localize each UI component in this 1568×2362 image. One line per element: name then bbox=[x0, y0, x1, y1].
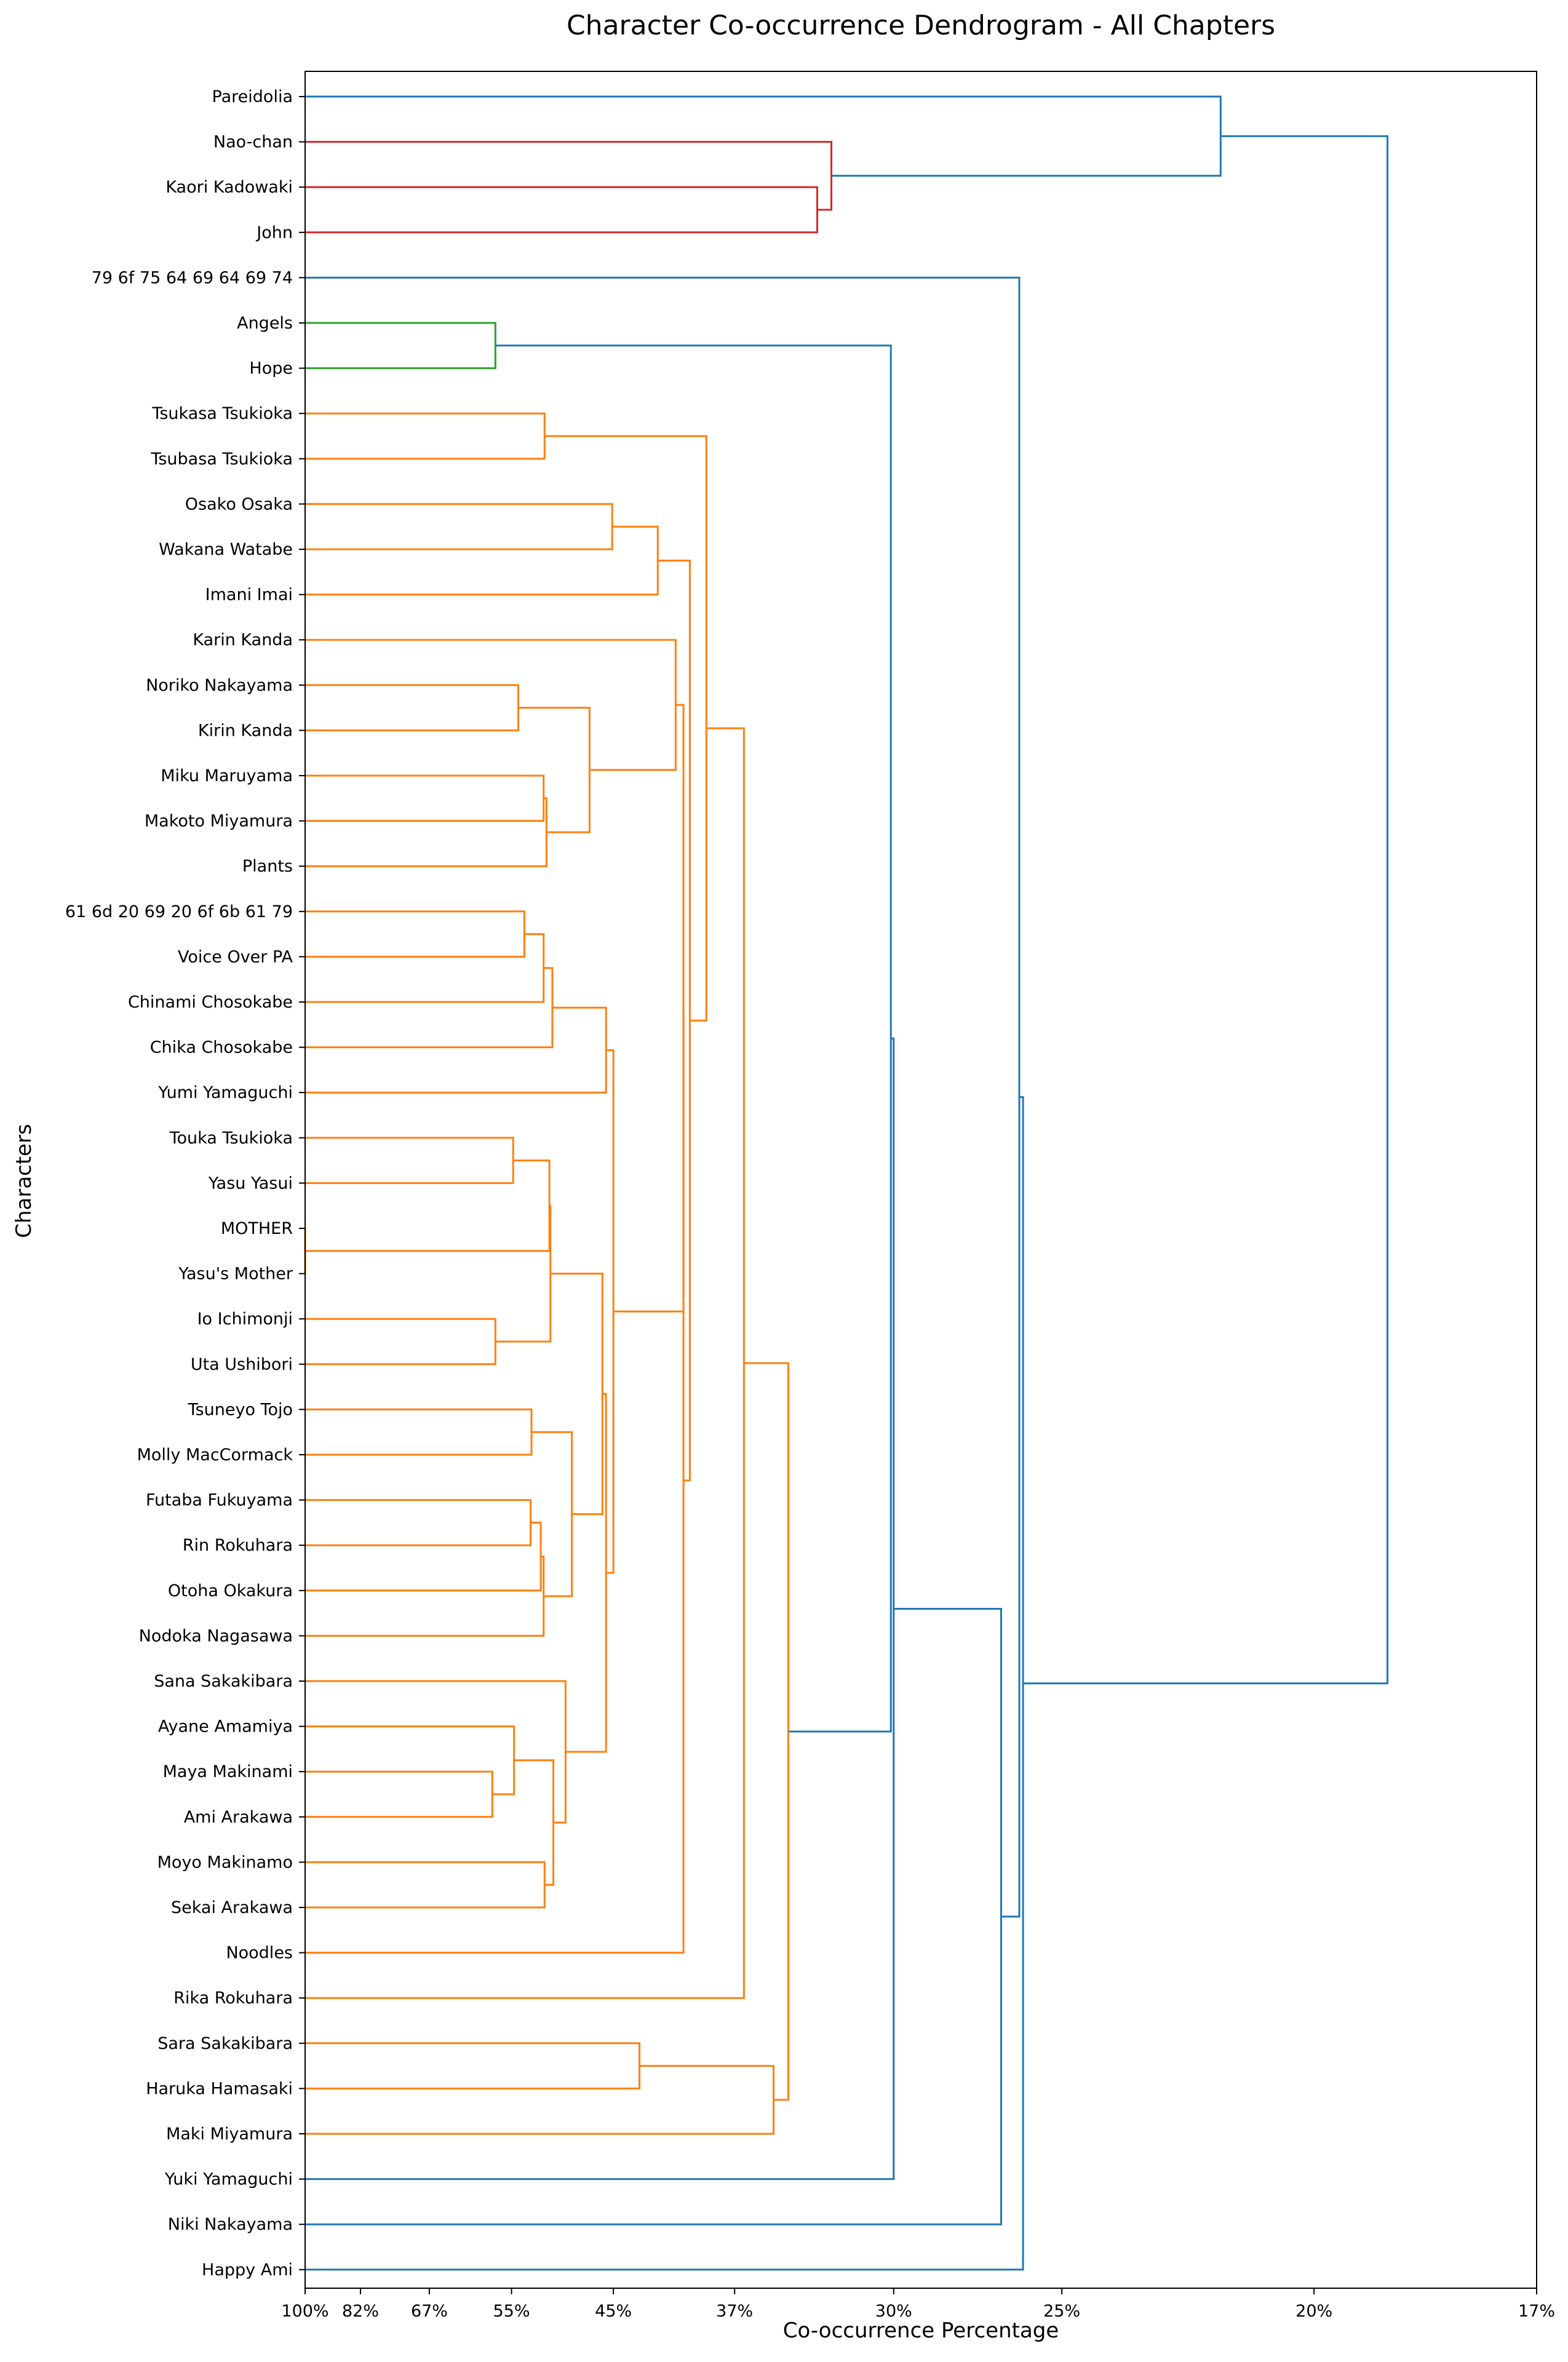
y-axis-ticks: Pareidolia Nao-chan Kaori Kadowaki John 79 6… bbox=[65, 87, 305, 2280]
dendrogram-link-19 bbox=[305, 1159, 551, 1252]
y-tick-label: Happy Ami bbox=[202, 2261, 293, 2280]
y-tick-label: MOTHER bbox=[221, 1219, 293, 1238]
plot-frame bbox=[304, 71, 1537, 2289]
x-tick-label: 100% bbox=[281, 2302, 328, 2321]
y-tick-label: Yasu Yasui bbox=[208, 1174, 293, 1193]
dendrogram-link-15 bbox=[305, 1861, 546, 1909]
dendrogram-link-40 bbox=[305, 186, 819, 234]
y-tick-label: Plants bbox=[242, 857, 293, 876]
y-axis-label: Characters bbox=[12, 1124, 36, 1238]
dendrogram-link-20 bbox=[495, 1204, 552, 1343]
x-tick-label: 67% bbox=[411, 2302, 448, 2321]
y-tick-label: Miku Maruyama bbox=[161, 766, 293, 785]
y-tick-label: Tsubasa Tsukioka bbox=[150, 450, 293, 469]
y-tick-label: Niki Nakayama bbox=[168, 2215, 293, 2234]
x-tick-label: 17% bbox=[1518, 2302, 1555, 2321]
y-tick-label: Makoto Miyamura bbox=[145, 812, 293, 831]
y-tick-label: Ayane Amamiya bbox=[158, 1717, 293, 1736]
y-tick-label: Molly MacCormack bbox=[137, 1445, 293, 1465]
y-tick-label: Kirin Kanda bbox=[198, 721, 293, 740]
y-tick-label: Wakana Watabe bbox=[159, 540, 293, 559]
dendrogram-link-2 bbox=[305, 1770, 493, 1818]
y-tick-label: Yuki Yamaguchi bbox=[164, 2170, 293, 2189]
y-tick-label: Uta Ushibori bbox=[191, 1355, 293, 1374]
y-tick-label: Karin Kanda bbox=[193, 630, 293, 650]
x-axis-ticks: 100% 82% 67% 55% 45% 37% 30% 25% 20% 17% bbox=[281, 2288, 1555, 2321]
y-tick-label: Noriko Nakayama bbox=[146, 676, 293, 695]
y-tick-label: Kaori Kadowaki bbox=[165, 178, 293, 197]
y-tick-label: Imani Imai bbox=[205, 586, 293, 605]
dendrogram-link-36 bbox=[544, 435, 707, 1022]
y-tick-label: Nodoka Nagasawa bbox=[139, 1626, 293, 1645]
dendrogram-link-21 bbox=[514, 1759, 555, 1886]
x-tick-label: 20% bbox=[1295, 2302, 1332, 2321]
dendrogram-link-7 bbox=[305, 684, 519, 731]
y-tick-label: Haruka Hamasaki bbox=[146, 2079, 293, 2098]
y-tick-label: 61 6d 20 69 20 6f 6b 61 79 bbox=[65, 902, 293, 921]
x-tick-label: 37% bbox=[716, 2302, 753, 2321]
y-tick-label: Otoha Okakura bbox=[168, 1581, 293, 1601]
dendrogram-link-14 bbox=[305, 412, 546, 460]
x-tick-label: 45% bbox=[595, 2302, 632, 2321]
y-tick-label: Pareidolia bbox=[212, 87, 293, 106]
x-tick-label: 55% bbox=[493, 2302, 530, 2321]
y-tick-label: Ami Arakawa bbox=[184, 1808, 293, 1827]
dendrogram-link-34 bbox=[305, 1008, 685, 1954]
y-tick-label: Touka Tsukioka bbox=[169, 1129, 293, 1148]
y-tick-label: Futaba Fukuyama bbox=[146, 1491, 293, 1510]
dendrogram-link-26 bbox=[565, 1393, 607, 1753]
dendrogram-link-22 bbox=[305, 1680, 567, 1824]
dendrogram-link-47 bbox=[305, 95, 1222, 177]
y-tick-label: Chinami Chosokabe bbox=[128, 993, 293, 1012]
dendrogram-link-41 bbox=[305, 141, 833, 211]
dendrogram-link-18 bbox=[305, 967, 554, 1049]
dendrogram-links bbox=[304, 95, 1389, 2271]
dendrogram-link-10 bbox=[305, 1499, 532, 1546]
dendrogram-link-17 bbox=[305, 797, 547, 867]
y-tick-label: Osako Osaka bbox=[185, 495, 293, 514]
y-tick-label: Sara Sakakibara bbox=[157, 2034, 293, 2053]
y-tick-label: Hope bbox=[249, 359, 293, 378]
y-tick-label: Tsukasa Tsukioka bbox=[151, 404, 293, 423]
y-tick-label: Yasu's Mother bbox=[178, 1265, 293, 1284]
dendrogram-link-46 bbox=[305, 1096, 1024, 2271]
x-tick-label: 25% bbox=[1043, 2302, 1080, 2321]
dendrogram-link-48 bbox=[1023, 135, 1389, 1685]
x-axis-label: Co-occurrence Percentage bbox=[783, 2318, 1059, 2343]
y-tick-label: Rika Rokuhara bbox=[173, 1989, 293, 2008]
y-tick-label: Tsuneyo Tojo bbox=[188, 1400, 293, 1419]
y-tick-label: Rin Rokuhara bbox=[183, 1536, 293, 1555]
dendrogram-link-8 bbox=[305, 910, 525, 958]
y-tick-label: Nao-chan bbox=[213, 133, 293, 152]
y-tick-label: Yumi Yamaguchi bbox=[157, 1083, 293, 1102]
y-tick-label: Maki Miyamura bbox=[166, 2125, 293, 2144]
x-tick-label: 82% bbox=[342, 2302, 379, 2321]
y-tick-label: Angels bbox=[237, 314, 293, 333]
y-tick-label: Io Ichimonji bbox=[197, 1310, 293, 1329]
y-tick-label: Sana Sakakibara bbox=[154, 1672, 293, 1691]
y-tick-label: Moyo Makinamo bbox=[157, 1853, 293, 1872]
y-tick-label: John bbox=[255, 223, 293, 242]
y-tick-label: 79 6f 75 64 69 64 69 74 bbox=[92, 268, 293, 287]
x-tick-label: 30% bbox=[875, 2302, 912, 2321]
y-tick-label: Maya Makinami bbox=[163, 1762, 293, 1781]
y-tick-label: Noodles bbox=[226, 1944, 293, 1963]
dendrogram-link-37 bbox=[305, 727, 745, 1999]
y-tick-label: Voice Over PA bbox=[178, 947, 293, 966]
dendrogram-link-31 bbox=[305, 525, 659, 596]
dendrogram-link-23 bbox=[531, 1431, 573, 1597]
chart-title: Character Co-occurrence Dendrogram - All… bbox=[567, 10, 1275, 41]
y-tick-label: Sekai Arakawa bbox=[171, 1898, 293, 1917]
y-tick-label: Chika Chosokabe bbox=[150, 1038, 293, 1057]
dendrogram-link-27 bbox=[305, 1006, 607, 1094]
dendrogram-link-30 bbox=[305, 2042, 641, 2090]
